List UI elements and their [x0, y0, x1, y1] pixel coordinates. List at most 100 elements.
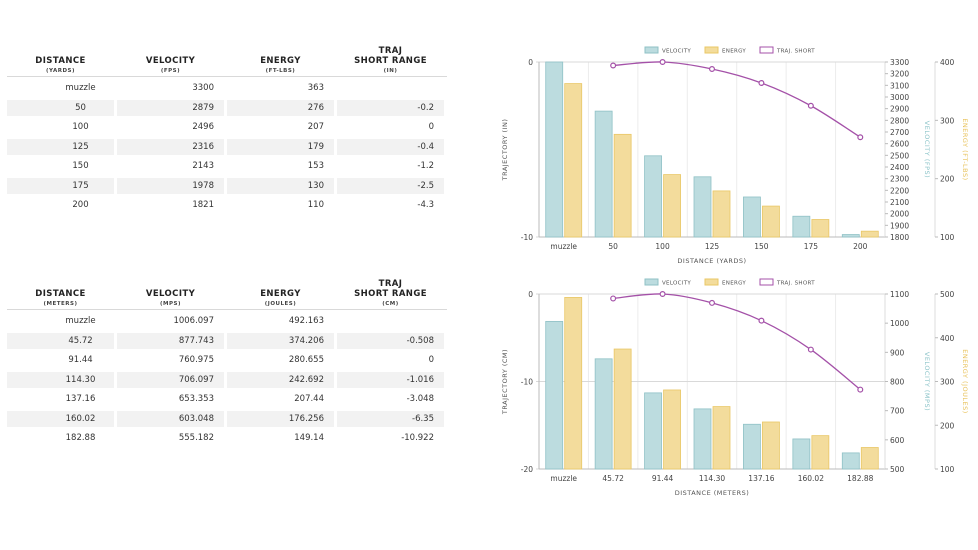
energy-bar [860, 447, 879, 470]
velocity-tick-label: 3300 [890, 58, 909, 67]
imperial-chart-svg: VELOCITY ENERGY TRAJ. SHORT 0 -10 muzzle 50 100… [501, 46, 969, 265]
metric-chart: VELOCITY ENERGY TRAJ. SHORT 0 -10 -20 muzzle 45… [495, 274, 975, 506]
metric-ballistics-table: DISTANCE (METERS) VELOCITY (MPS) ENERGY (JOUL… [7, 273, 447, 447]
column-title: ENERGY [260, 289, 301, 299]
trajectory-point [807, 346, 814, 353]
velocity-tick-label: 2500 [890, 151, 909, 160]
velocity-bar [693, 408, 712, 470]
table-cell: 280.655 [288, 355, 324, 365]
velocity-tick-label: 2000 [890, 210, 909, 219]
trajectory-point [857, 134, 864, 141]
table-row: 50 2879 276 -0.2 [7, 99, 447, 116]
table-cell: 276 [227, 99, 334, 116]
table-cell: 242.692 [227, 371, 334, 388]
left-tick-label: -10 [521, 378, 533, 387]
velocity-bar [792, 438, 811, 470]
trajectory-point [758, 317, 765, 324]
table-cell: 3300 [192, 83, 214, 93]
energy-tick-label: 300 [940, 378, 955, 387]
energy-bar [663, 389, 681, 470]
velocity-axis-title: VELOCITY (MPS) [923, 352, 931, 411]
table-cell: 182.88 [65, 433, 96, 443]
legend-label: VELOCITY [662, 281, 691, 287]
table-cell: 1006.097 [173, 316, 214, 326]
table-cell: 50 [7, 99, 114, 116]
energy-axis-title: ENERGY (JOULES) [961, 349, 969, 414]
velocity-tick-label: 2800 [890, 116, 909, 125]
imperial-ballistics-table: DISTANCE (YARDS) VELOCITY (FPS) ENERGY (FT-LB… [7, 40, 447, 214]
table-row: 91.44 760.975 280.655 0 [7, 352, 447, 369]
x-axis-title: DISTANCE (YARDS) [677, 257, 746, 265]
table-row: 175 1978 130 -2.5 [7, 177, 447, 194]
table-cell: 2496 [192, 122, 214, 132]
velocity-bar [841, 452, 860, 470]
energy-bar [762, 421, 780, 470]
velocity-tick-label: 2200 [890, 186, 909, 195]
table-row: 100 2496 207 0 [7, 119, 447, 136]
column-title: VELOCITY [145, 56, 196, 66]
trajectory-point [709, 299, 716, 306]
left-axis-title: TRAJECTORY (CM) [501, 349, 509, 415]
velocity-tick-label: 2400 [890, 163, 909, 172]
table-cell: -0.2 [337, 99, 444, 116]
velocity-bar [841, 234, 860, 238]
column-header: DISTANCE (YARDS) [7, 56, 114, 76]
x-tick-label: 100 [655, 242, 670, 251]
velocity-tick-label: 3000 [890, 93, 909, 102]
column-header: VELOCITY (FPS) [117, 56, 224, 76]
energy-bar [613, 133, 632, 238]
table-row: 137.16 653.353 207.44 -3.048 [7, 391, 447, 408]
column-header: TRAJ SHORT RANGE (CM) [337, 279, 444, 309]
legend-swatch [644, 278, 659, 286]
table-cell: muzzle [65, 83, 96, 93]
table-cell: -6.35 [337, 410, 444, 427]
trajectory-point [610, 62, 617, 69]
trajectory-line [613, 61, 861, 138]
table-cell: 0 [428, 355, 434, 365]
chart-legend: VELOCITY ENERGY TRAJ. SHORT [644, 46, 815, 55]
table-cell: 175 [7, 177, 114, 194]
column-title: SHORT RANGE [354, 56, 427, 66]
energy-bar [613, 348, 632, 470]
left-axis-title: TRAJECTORY (IN) [501, 119, 509, 182]
energy-bar [663, 174, 681, 238]
velocity-bar [743, 196, 761, 238]
table-cell: 603.048 [117, 410, 224, 427]
table-cell: -10.922 [401, 433, 434, 443]
column-unit: (JOULES) [264, 301, 297, 307]
energy-bar [564, 83, 583, 238]
column-title: DISTANCE [35, 289, 86, 299]
table-cell [337, 80, 444, 97]
column-title: VELOCITY [145, 289, 196, 299]
table-row: 114.30 706.097 242.692 -1.016 [7, 371, 447, 388]
velocity-tick-label: 1000 [890, 319, 909, 328]
energy-bar [762, 205, 780, 238]
x-tick-label: muzzle [550, 474, 577, 483]
velocity-tick-label: 2100 [890, 198, 909, 207]
velocity-bar [594, 110, 613, 238]
energy-tick-label: 400 [940, 58, 955, 67]
column-title: ENERGY [260, 56, 301, 66]
table-cell: 179 [227, 138, 334, 155]
metric-chart-svg: VELOCITY ENERGY TRAJ. SHORT 0 -10 -20 muzzle 45… [501, 278, 969, 497]
table-cell: 114.30 [7, 371, 114, 388]
velocity-tick-label: 1100 [890, 290, 909, 299]
table-cell: 374.206 [227, 332, 334, 349]
legend-label: ENERGY [722, 281, 746, 287]
legend-label: TRAJ. SHORT [776, 49, 815, 55]
table-cell: 363 [307, 83, 324, 93]
table-cell: 2879 [117, 99, 224, 116]
table-row: 125 2316 179 -0.4 [7, 138, 447, 155]
velocity-tick-label: 2300 [890, 175, 909, 184]
trajectory-point [659, 291, 666, 298]
column-unit: (METERS) [43, 301, 78, 307]
velocity-tick-label: 700 [890, 407, 905, 416]
table-cell: 110 [307, 200, 324, 210]
table-cell: 2143 [192, 161, 214, 171]
velocity-axis-title: VELOCITY (FPS) [923, 121, 931, 178]
velocity-tick-label: 1800 [890, 233, 909, 242]
column-title: DISTANCE [35, 56, 86, 66]
velocity-tick-label: 500 [890, 465, 905, 474]
trajectory-point [709, 66, 716, 73]
column-header: TRAJ SHORT RANGE (IN) [337, 46, 444, 76]
